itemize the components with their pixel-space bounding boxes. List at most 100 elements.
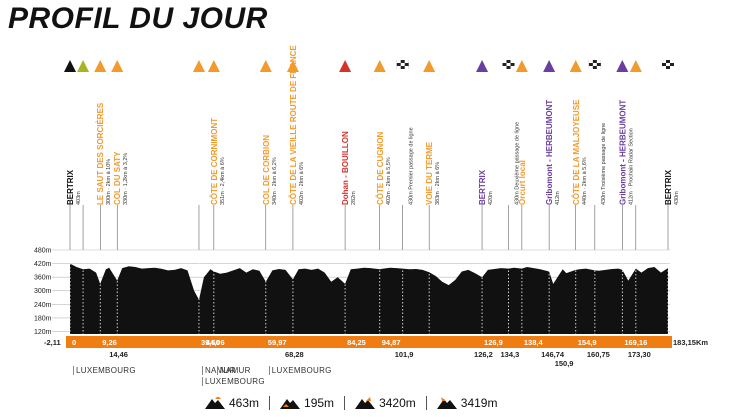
sprint-icon <box>476 60 489 72</box>
checkpoint-name: CÔTE DE CORNIMONT <box>210 118 219 205</box>
flag-icon <box>502 60 515 69</box>
km-label: 68,28 <box>285 350 304 359</box>
km-label: 9,26 <box>102 338 117 347</box>
checkpoint-name: LE SAUT DES SORCIÈRES <box>96 102 105 205</box>
region-label: NAMUR <box>216 366 251 375</box>
checkpoint-label: VOIE DU TERME 383m · 2km à 6% <box>425 141 441 205</box>
checkpoint-sub: 430m Premier passage de ligne <box>409 127 415 205</box>
flag-check <box>404 66 409 69</box>
stat-elevation-loss: 3419m <box>436 396 497 410</box>
flag-check <box>510 60 515 63</box>
icon-shape <box>616 60 629 72</box>
icon-shape <box>569 60 582 72</box>
km-label: 169,16 <box>624 338 647 347</box>
climb-icon <box>94 60 107 72</box>
icon-shape <box>476 60 489 72</box>
checkpoint-label: 430m Deuxième passage de ligne <box>515 122 521 205</box>
climb-icon <box>111 60 124 72</box>
icon-shape <box>373 60 386 72</box>
icon-shape <box>339 60 352 72</box>
stat-elevation-gain: 3420m <box>355 396 416 410</box>
km-label: 84,25 <box>347 338 366 347</box>
climb-icon <box>423 60 436 72</box>
checkpoint-name: CÔTE DE LA VIEILLE ROUTE DE FRANCE <box>289 45 298 205</box>
flag-check <box>662 60 666 63</box>
region-label: LUXEMBOURG <box>201 377 265 386</box>
flag-check <box>670 60 674 63</box>
checkpoint-sub: 282m <box>351 191 357 205</box>
flag-check <box>662 66 666 69</box>
km-end-label: 183,15Km <box>673 338 708 347</box>
checkpoint-sub: 351m · 2,4km à 6% <box>220 157 226 205</box>
climb-icon <box>192 60 205 72</box>
checkpoint-sub: 412m · Prochain Radar Section <box>628 128 634 205</box>
y-tick-label: 180m <box>34 315 52 322</box>
checkpoint-sub: 430m <box>674 191 680 205</box>
checkpoint-name: VOIE DU TERME <box>425 141 434 205</box>
icon-shape <box>111 60 124 72</box>
y-tick-label: 480m <box>34 248 52 255</box>
checkpoint-sub: 420m <box>488 191 494 205</box>
checkpoint-label: BERTRIX 430m <box>664 169 680 205</box>
icon-shape <box>259 60 272 72</box>
flag-check <box>596 66 601 69</box>
checkpoint-label: BERTRIX 403m <box>66 169 82 205</box>
icon-shape <box>543 60 556 72</box>
y-tick-label: 420m <box>34 261 52 268</box>
checkpoint-label: COL DE CORBION 340m · 2km à 6,2% <box>262 135 278 205</box>
flag-check <box>404 60 409 63</box>
icon-shape <box>77 60 90 72</box>
flag-check <box>502 66 507 69</box>
checkpoint-label: COL DU SATY 330m · 1,2km à 3,2% <box>113 151 129 205</box>
mountain-up-icon <box>355 397 376 409</box>
mountain-icon <box>280 399 301 409</box>
km-label: 126,9 <box>484 338 503 347</box>
km-label: 138,4 <box>524 338 544 347</box>
checkpoint-label: Gribomont - HERBEUMONT 412m <box>545 100 561 205</box>
checkpoint-name: Dohan - BOUILLON <box>341 131 350 205</box>
stats-row: 463m 195m 3420m 3419m <box>205 396 497 410</box>
y-tick-label: 240m <box>34 302 52 309</box>
stat-value: 3420m <box>379 396 416 410</box>
km-label: 154,9 <box>578 338 597 347</box>
km-label: 14,46 <box>109 350 128 359</box>
icon-shape <box>515 60 528 72</box>
icon-shape <box>286 60 299 72</box>
climb-icon <box>207 60 220 72</box>
flag-check <box>670 66 674 69</box>
km-label: 39,50 <box>201 338 220 347</box>
flag-check <box>506 63 511 66</box>
checkpoint-label: CÔTE DE CORNIMONT 351m · 2,4km à 6% <box>210 118 226 205</box>
stat-value: 463m <box>229 396 260 410</box>
flag-check <box>396 66 401 69</box>
checkpoint-label: CÔTE DE LA VIEILLE ROUTE DE FRANCE 402m ·… <box>289 45 305 205</box>
sprint-icon <box>77 60 90 72</box>
checkpoint-sub: 403m <box>76 191 82 205</box>
checkpoint-label: Orcurt local <box>518 160 527 205</box>
checkpoint-label: LE SAUT DES SORCIÈRES 300m · 2km à 10% <box>96 102 112 205</box>
sprint-icon <box>543 60 556 72</box>
checkpoint-sub: 340m · 2km à 6,2% <box>272 157 278 205</box>
y-tick-label: 120m <box>34 329 52 336</box>
km-label: 173,30 <box>628 350 651 359</box>
region-label: LUXEMBOURG <box>268 366 332 375</box>
km-bar-top <box>66 334 672 336</box>
sprint-icon <box>616 60 629 72</box>
checkpoint-sub: 412m <box>555 191 561 205</box>
km-label: 0 <box>72 338 76 347</box>
km-start-label: -2,11 <box>44 338 61 347</box>
icon-shape <box>629 60 642 72</box>
checkpoint-sub: 300m · 2km à 10% <box>106 159 112 205</box>
checkpoint-label: 430m Troisième passage de ligne <box>601 123 607 205</box>
region-label: NAMUR <box>201 366 236 375</box>
divider <box>425 396 427 410</box>
climb-icon <box>286 60 299 72</box>
checkpoint-sub: 430m Deuxième passage de ligne <box>515 122 521 205</box>
climb-icon <box>373 60 386 72</box>
flag-check <box>510 66 515 69</box>
climb-icon <box>515 60 528 72</box>
checkpoint-name: Gribomont - HERBEUMONT <box>545 100 554 205</box>
checkpoint-label: Dohan - BOUILLON 282m <box>341 131 357 205</box>
checkpoint-label: CÔTE DE LA MALJOYEUSE 440m · 2km à 5,6% <box>572 99 588 205</box>
